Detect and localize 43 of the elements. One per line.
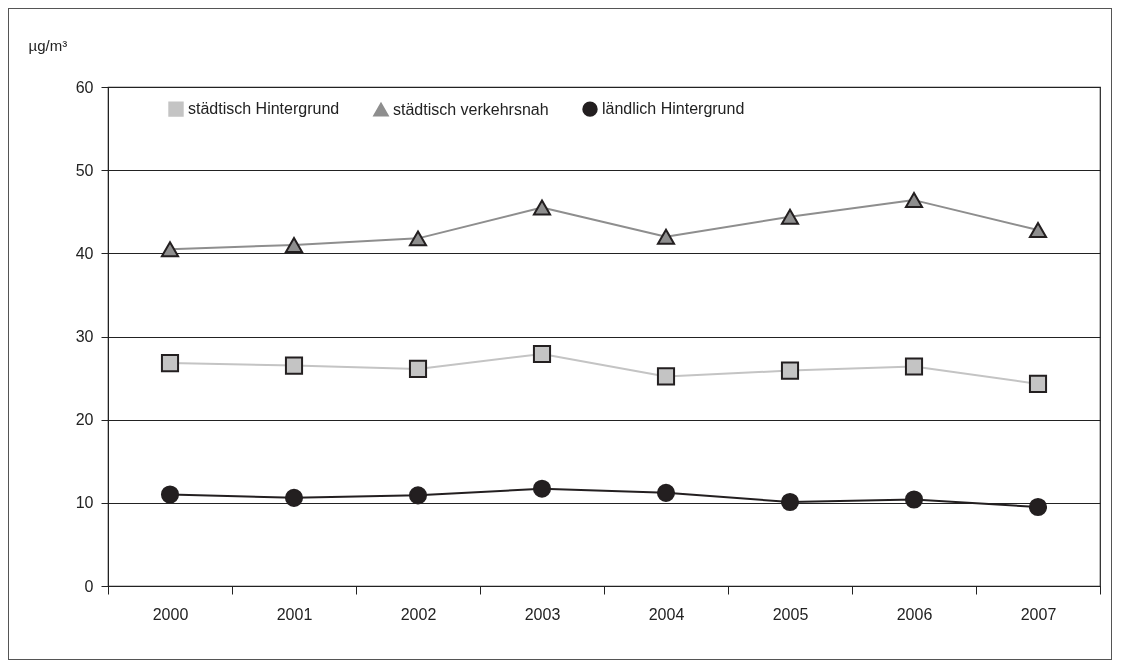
y-tick-label: 20: [75, 411, 94, 429]
point: [656, 483, 676, 502]
point: [160, 485, 180, 504]
point: [656, 228, 676, 245]
legend-label: städtisch Hintergrund: [188, 100, 340, 118]
x-tick-label: 2005: [772, 605, 809, 623]
y-tick-label: 10: [75, 494, 94, 512]
point: [904, 357, 924, 376]
point: [408, 230, 428, 247]
point: [160, 354, 180, 373]
y-tick-label: 50: [75, 161, 94, 179]
point: [284, 356, 304, 375]
point: [160, 241, 180, 258]
point: [780, 208, 800, 225]
x-tick-label: 2004: [648, 605, 685, 623]
legend-label: ländlich Hintergrund: [602, 100, 745, 118]
x-tick-label: 2000: [152, 605, 189, 623]
point: [284, 237, 304, 253]
point: [780, 361, 800, 380]
point: [1028, 374, 1048, 393]
point: [904, 490, 924, 509]
point: [904, 192, 924, 209]
y-tick-label: 0: [84, 577, 94, 595]
x-tick-label: 2002: [400, 605, 437, 623]
point: [532, 344, 552, 364]
point: [532, 199, 552, 216]
point: [656, 367, 676, 386]
y-tick-label: 30: [75, 328, 94, 345]
x-tick-label: 2001: [276, 605, 313, 623]
point: [780, 492, 800, 512]
point: [408, 359, 428, 378]
point: [532, 479, 552, 498]
legend-label: städtisch verkehrsnah: [393, 100, 549, 118]
y-axis-title: µg/m³: [28, 36, 68, 54]
point: [408, 486, 428, 505]
x-tick-label: 2007: [1020, 605, 1057, 623]
x-tick-label: 2003: [524, 605, 561, 623]
y-tick-label: 40: [75, 244, 94, 262]
point: [284, 488, 304, 507]
y-tick-label: 60: [75, 78, 94, 96]
point: [1028, 222, 1048, 239]
x-tick-label: 2006: [896, 605, 933, 623]
point: [1028, 497, 1048, 517]
